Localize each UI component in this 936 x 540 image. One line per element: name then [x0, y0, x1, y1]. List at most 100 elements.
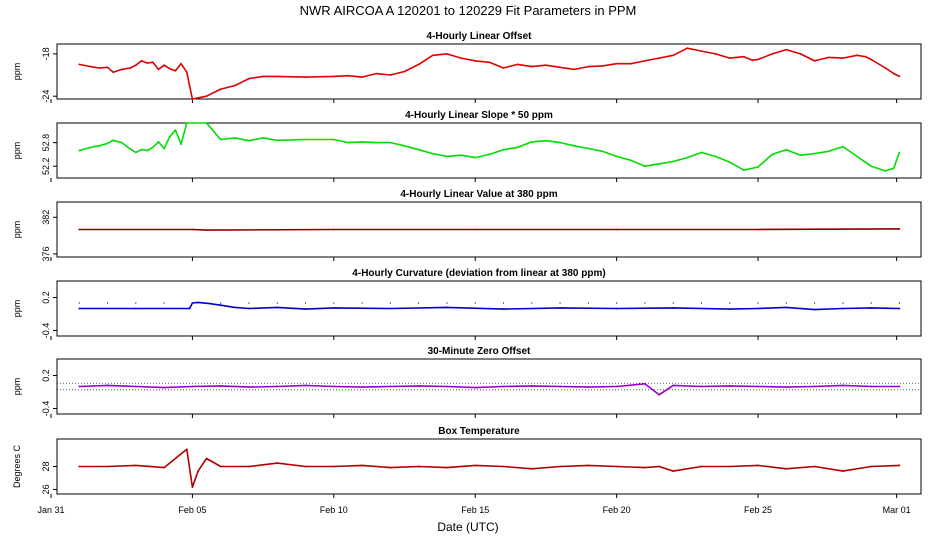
- panel-frame: [56, 43, 922, 100]
- data-point: [304, 465, 307, 468]
- data-point: [129, 148, 132, 150]
- reference-dot: [616, 302, 618, 304]
- series-line: [79, 122, 901, 172]
- data-point: [460, 154, 462, 157]
- data-point: [728, 57, 731, 59]
- panel-6: Box Temperature Degrees C 28 26: [12, 426, 922, 498]
- panel-frame: [56, 201, 922, 258]
- data-point: [757, 385, 759, 388]
- data-point: [516, 146, 519, 149]
- data-point: [191, 486, 194, 488]
- y-axis-label: ppm: [12, 300, 22, 318]
- data-point: [771, 153, 774, 156]
- data-point: [361, 141, 363, 143]
- series-line: [79, 448, 900, 488]
- data-point: [686, 47, 689, 50]
- chart-title: NWR AIRCOA A 120201 to 120229 Fit Parame…: [300, 3, 637, 18]
- data-point: [375, 72, 378, 75]
- data-point: [842, 384, 844, 387]
- data-point: [120, 68, 123, 71]
- data-point: [559, 141, 561, 144]
- reference-dot: [474, 302, 476, 304]
- data-point: [233, 306, 236, 309]
- data-point: [332, 138, 335, 141]
- data-point: [134, 151, 137, 154]
- data-point: [813, 308, 816, 311]
- panel-frame: [56, 280, 922, 337]
- data-point: [431, 152, 434, 155]
- data-point: [389, 385, 392, 388]
- data-point: [870, 465, 873, 468]
- data-point: [417, 148, 420, 151]
- panel-5: 30-Minute Zero Offset ppm 0.2 -0.4: [12, 346, 922, 418]
- data-point: [168, 135, 171, 138]
- data-point: [587, 65, 590, 68]
- data-point: [813, 385, 816, 388]
- reference-dot: [163, 302, 165, 304]
- data-point: [502, 148, 505, 151]
- data-point: [168, 67, 171, 70]
- data-point: [219, 138, 222, 141]
- data-point: [615, 155, 618, 158]
- data-point: [751, 59, 754, 62]
- reference-dot: [333, 302, 335, 304]
- reference-dot: [135, 302, 137, 304]
- y-tick-label: 0.2: [41, 369, 51, 382]
- data-point: [191, 98, 194, 100]
- data-point: [106, 465, 109, 468]
- data-point: [120, 141, 123, 144]
- data-point: [700, 465, 703, 468]
- data-point: [431, 54, 434, 57]
- reference-dot: [757, 302, 759, 304]
- panel-frame: [56, 122, 922, 179]
- reference-dot: [531, 302, 533, 304]
- data-point: [601, 65, 604, 67]
- data-point: [502, 308, 505, 310]
- data-point: [559, 465, 561, 468]
- data-point: [856, 155, 858, 158]
- data-point: [208, 302, 211, 305]
- data-point: [864, 55, 867, 58]
- data-point: [728, 465, 731, 468]
- data-point: [474, 60, 477, 62]
- data-point: [180, 62, 183, 65]
- data-point: [785, 467, 788, 470]
- data-point: [743, 55, 745, 58]
- data-point: [191, 228, 194, 231]
- panel-4: 4-Hourly Curvature (deviation from linea…: [12, 268, 922, 340]
- panel-title: 30-Minute Zero Offset: [428, 346, 531, 357]
- data-point: [163, 386, 166, 389]
- data-point: [559, 307, 561, 309]
- data-point: [757, 166, 759, 168]
- data-point: [488, 61, 491, 64]
- panel-title: 4-Hourly Linear Value at 380 ppm: [400, 189, 557, 200]
- panel-title: 4-Hourly Curvature (deviation from linea…: [352, 268, 605, 279]
- data-point: [185, 71, 188, 74]
- x-tick-label: Feb 20: [603, 505, 631, 515]
- data-point: [446, 306, 448, 309]
- data-point: [417, 63, 420, 66]
- data-point: [842, 307, 844, 310]
- data-point: [78, 465, 81, 468]
- data-point: [157, 68, 160, 71]
- reference-dot: [700, 302, 703, 304]
- data-point: [361, 386, 363, 388]
- reference-dot: [729, 302, 731, 304]
- data-point: [134, 464, 137, 467]
- x-tick-label: Feb 05: [178, 505, 206, 515]
- data-point: [78, 63, 81, 66]
- data-point: [389, 74, 392, 76]
- data-point: [146, 149, 149, 152]
- y-axis-label: Degrees C: [12, 444, 22, 488]
- data-point: [347, 141, 349, 144]
- data-point: [672, 307, 675, 309]
- data-point: [785, 306, 788, 309]
- data-point: [248, 77, 250, 80]
- panel-1: 4-Hourly Linear Offset ppm -24 -18: [12, 31, 922, 103]
- y-axis-label: ppm: [12, 378, 22, 396]
- data-point: [870, 307, 873, 309]
- data-point: [658, 393, 660, 396]
- data-point: [332, 228, 335, 231]
- data-point: [799, 154, 802, 157]
- data-point: [332, 465, 335, 468]
